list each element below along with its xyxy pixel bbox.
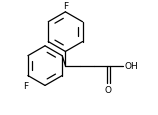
Text: O: O [105,86,112,95]
Text: F: F [63,1,68,10]
Text: OH: OH [124,62,138,70]
Text: F: F [23,81,28,90]
